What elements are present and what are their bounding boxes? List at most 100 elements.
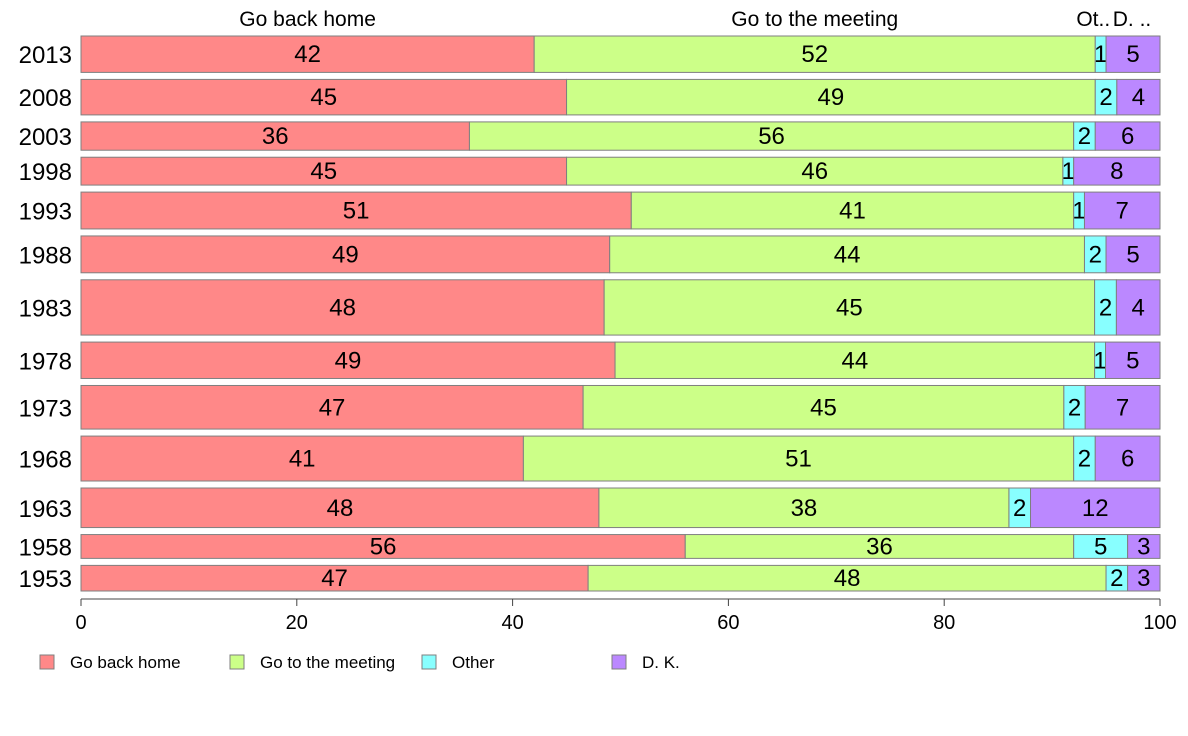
bar-segment (598, 487, 1010, 529)
bar-row-1958: 56 36 5 3 (80, 533, 1161, 560)
data-label: 41 (289, 446, 316, 473)
data-label: 2 (1089, 241, 1102, 268)
year-label: 1978 (19, 348, 72, 375)
x-tick-label: 40 (501, 612, 523, 634)
x-axis: 0 20 40 60 80 100 (75, 598, 1177, 634)
data-label: 2 (1068, 394, 1081, 421)
bar-row-1968: 41 51 2 6 (80, 435, 1161, 482)
data-label: 1 (1094, 41, 1107, 68)
year-label: 1998 (19, 159, 72, 186)
year-label: 1983 (19, 295, 72, 322)
data-label: 48 (327, 495, 354, 522)
data-label: 45 (310, 158, 337, 185)
data-label: 5 (1126, 347, 1139, 374)
year-label: 1988 (19, 242, 72, 269)
bar-row-1988: 49 44 2 5 (80, 235, 1161, 274)
top-label: Go to the meeting (731, 8, 898, 31)
bar-segment (468, 121, 1075, 151)
bar-segment (582, 384, 1065, 430)
bar-row-1953: 47 48 2 3 (80, 564, 1161, 592)
bar-segment (609, 235, 1085, 274)
data-label: 5 (1094, 533, 1107, 560)
bar-segment (80, 341, 616, 379)
data-label: 49 (335, 347, 362, 374)
data-label: 45 (310, 84, 337, 111)
bar-segment (80, 35, 535, 73)
data-label: 44 (834, 241, 861, 268)
year-label: 1993 (19, 199, 72, 226)
bar-segment (1083, 191, 1161, 230)
bar-segment (80, 384, 584, 430)
year-axis: 2013 2008 2003 1998 1993 1988 1983 1978 1973 1968… (19, 42, 72, 593)
year-label: 1953 (19, 566, 72, 593)
bar-row-1983: 48 45 2 4 (80, 279, 1161, 336)
legend: Go back home Go to the meeting Other D. K. (39, 653, 680, 672)
x-tick-label: 60 (717, 612, 739, 634)
year-label: 1968 (19, 447, 72, 474)
data-label: 42 (294, 41, 321, 68)
data-label: 1 (1072, 198, 1085, 225)
bar-segment (1115, 279, 1161, 336)
legend-label: Go to the meeting (260, 653, 395, 672)
data-label: 48 (834, 565, 861, 592)
bar-segment (614, 341, 1096, 379)
top-category-labels: Go back home Go to the meeting Ot.. D. .. (239, 8, 1151, 31)
data-label: 56 (370, 533, 397, 560)
bar-segment (80, 487, 600, 529)
year-label: 2008 (19, 85, 72, 112)
legend-label: Go back home (70, 653, 181, 672)
data-label: 49 (332, 241, 359, 268)
data-label: 4 (1132, 84, 1145, 111)
bar-segment (80, 235, 611, 274)
bar-row-2003: 36 56 2 6 (80, 121, 1161, 151)
data-label: 45 (836, 294, 863, 321)
bar-segment (587, 564, 1107, 592)
year-label: 1958 (19, 534, 72, 561)
data-label: 46 (801, 158, 828, 185)
bar-row-1993: 51 41 1 7 (80, 191, 1161, 230)
data-label: 3 (1137, 533, 1150, 560)
bar-segment (1094, 121, 1161, 151)
bar-segment (1116, 78, 1161, 116)
bar-segment (603, 279, 1096, 336)
data-label: 47 (319, 394, 346, 421)
data-label: 6 (1121, 446, 1134, 473)
bar-row-1973: 47 45 2 7 (80, 384, 1161, 430)
data-label: 2 (1013, 495, 1026, 522)
data-label: 38 (791, 495, 818, 522)
bar-segment (1073, 156, 1161, 186)
legend-swatch (421, 654, 437, 670)
bar-segment (1105, 35, 1161, 73)
bar-segment (1105, 341, 1161, 379)
bars-group: 42 52 1 545 49 2 436 56 2 645 46 1 851 41 1 749 44 2 548 45… (80, 35, 1161, 592)
data-label: 51 (343, 198, 370, 225)
data-label: 1 (1062, 158, 1075, 185)
data-label: 7 (1116, 394, 1129, 421)
data-label: 12 (1082, 495, 1109, 522)
data-label: 56 (758, 123, 785, 150)
data-label: 4 (1132, 294, 1145, 321)
bar-segment (80, 279, 605, 336)
bar-segment (566, 156, 1064, 186)
data-label: 7 (1116, 198, 1129, 225)
legend-label: D. K. (642, 653, 680, 672)
data-label: 5 (1126, 241, 1139, 268)
data-label: 36 (866, 533, 893, 560)
year-label: 1963 (19, 496, 72, 523)
top-label: D. .. (1113, 8, 1152, 31)
bar-segment (630, 191, 1075, 230)
data-label: 3 (1137, 565, 1150, 592)
data-label: 47 (321, 565, 348, 592)
data-label: 36 (262, 123, 289, 150)
bar-segment (1084, 384, 1161, 430)
bar-segment (80, 156, 568, 186)
data-label: 44 (841, 347, 868, 374)
legend-swatch (611, 654, 627, 670)
bar-segment (1030, 487, 1161, 529)
data-label: 6 (1121, 123, 1134, 150)
bar-segment (1105, 235, 1161, 274)
bar-segment (80, 121, 470, 151)
data-label: 2 (1078, 123, 1091, 150)
x-tick-label: 20 (286, 612, 308, 634)
